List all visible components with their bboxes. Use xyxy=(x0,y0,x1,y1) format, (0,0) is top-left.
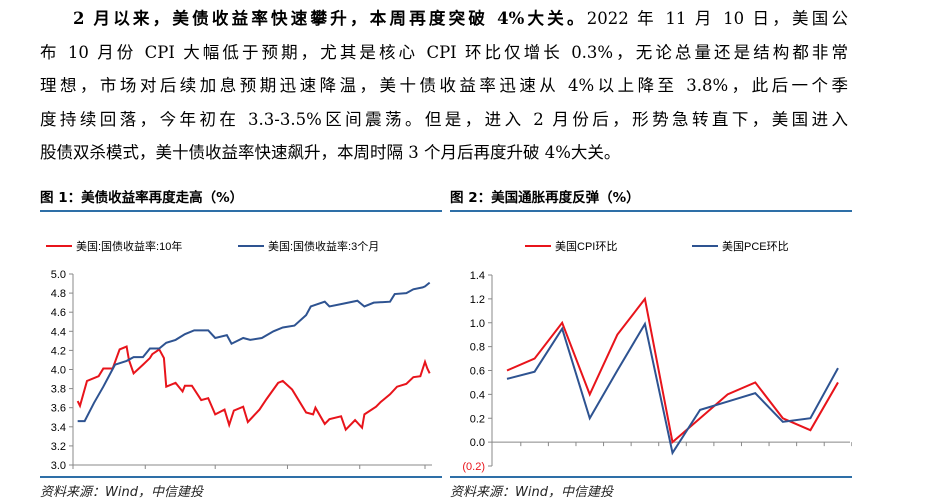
y-tick-label: 4.4 xyxy=(51,326,66,338)
y-tick-label: 1.0 xyxy=(470,318,485,330)
y-tick-label: 4.8 xyxy=(51,288,66,300)
y-tick-label: 1.4 xyxy=(470,270,485,282)
figure-title: 图 1：美债收益率再度走高（%） xyxy=(40,186,442,212)
paragraph-line: 股债双杀模式，美十债收益率快速飙升，本周时隔 3 个月后再度升破 4%大关。 xyxy=(40,143,621,162)
series-line xyxy=(506,296,839,445)
body-paragraph: 2 月以来，美债收益率快速攀升，本周再度突破 4%大关。2022 年 11 月 … xyxy=(40,4,848,172)
figure-2: 图 2：美国通胀再度反弹（%） 美国CPI环比 美国PCE环比 (0.2) 0.0 0.… xyxy=(450,186,853,500)
y-tick-label: 3.8 xyxy=(51,384,66,396)
series-line xyxy=(506,321,839,456)
yield-chart: 美国:国债收益率:10年 美国:国债收益率:3个月 3.0 3.2 3.4 3.6 3.8 4… xyxy=(46,239,439,494)
y-tick-label: 0.2 xyxy=(470,413,485,425)
y-tick-label: (0.2) xyxy=(462,461,485,473)
y-tick-label: 3.6 xyxy=(51,403,66,415)
y-tick-label: 0.6 xyxy=(470,366,485,378)
paragraph-line: 2 月以来，美债收益率快速攀升，本周再度突破 4%大关。2022 年 11 月 … xyxy=(73,9,848,28)
paragraph-line: 理想，市场对后续加息预期迅速降温，美十债收益率迅速从 4%以上降至 3.8%，此… xyxy=(40,76,848,95)
legend-label: 美国PCE环比 xyxy=(722,240,789,253)
paragraph-line: 度持续回落，今年初在 3.3-3.5%区间震荡。但是，进入 2 月份后，形势急转… xyxy=(40,109,848,129)
y-tick-label: 5.0 xyxy=(51,269,66,281)
series-line xyxy=(77,281,431,423)
figure-source: 资料来源：Wind，中信建投 xyxy=(450,476,852,500)
legend-label: 美国CPI环比 xyxy=(555,240,617,253)
y-tick-label: 4.6 xyxy=(51,307,66,319)
y-tick-label: 0.4 xyxy=(470,389,485,401)
y-tick-label: 4.2 xyxy=(51,345,66,357)
y-tick-label: 1.2 xyxy=(470,294,485,306)
figure-1: 图 1：美债收益率再度走高（%） 美国:国债收益率:10年 美国:国债收益率:3个… xyxy=(40,186,442,500)
y-tick-label: 3.2 xyxy=(51,441,66,453)
inflation-chart: 美国CPI环比 美国PCE环比 (0.2) 0.0 0.2 0.4 0.6 0.8 1.0 1.2… xyxy=(462,240,853,491)
series-line xyxy=(76,345,431,432)
y-tick-label: 0.8 xyxy=(470,342,485,354)
y-tick-label: 4.0 xyxy=(51,365,66,377)
legend-label: 美国:国债收益率:10年 xyxy=(76,239,182,253)
lead-sentence: 2 月以来，美债收益率快速攀升，本周再度突破 4%大关。 xyxy=(73,9,587,28)
y-tick-label: 3.4 xyxy=(51,422,66,434)
legend-label: 美国:国债收益率:3个月 xyxy=(268,239,379,253)
paragraph-line: 布 10 月份 CPI 大幅低于预期，尤其是核心 CPI 环比仅增长 0.3%，… xyxy=(40,42,848,62)
figure-source: 资料来源：Wind，中信建投 xyxy=(40,476,442,500)
y-tick-label: 3.0 xyxy=(51,460,66,472)
figure-title: 图 2：美国通胀再度反弹（%） xyxy=(450,186,852,212)
y-tick-label: 0.0 xyxy=(470,437,485,449)
